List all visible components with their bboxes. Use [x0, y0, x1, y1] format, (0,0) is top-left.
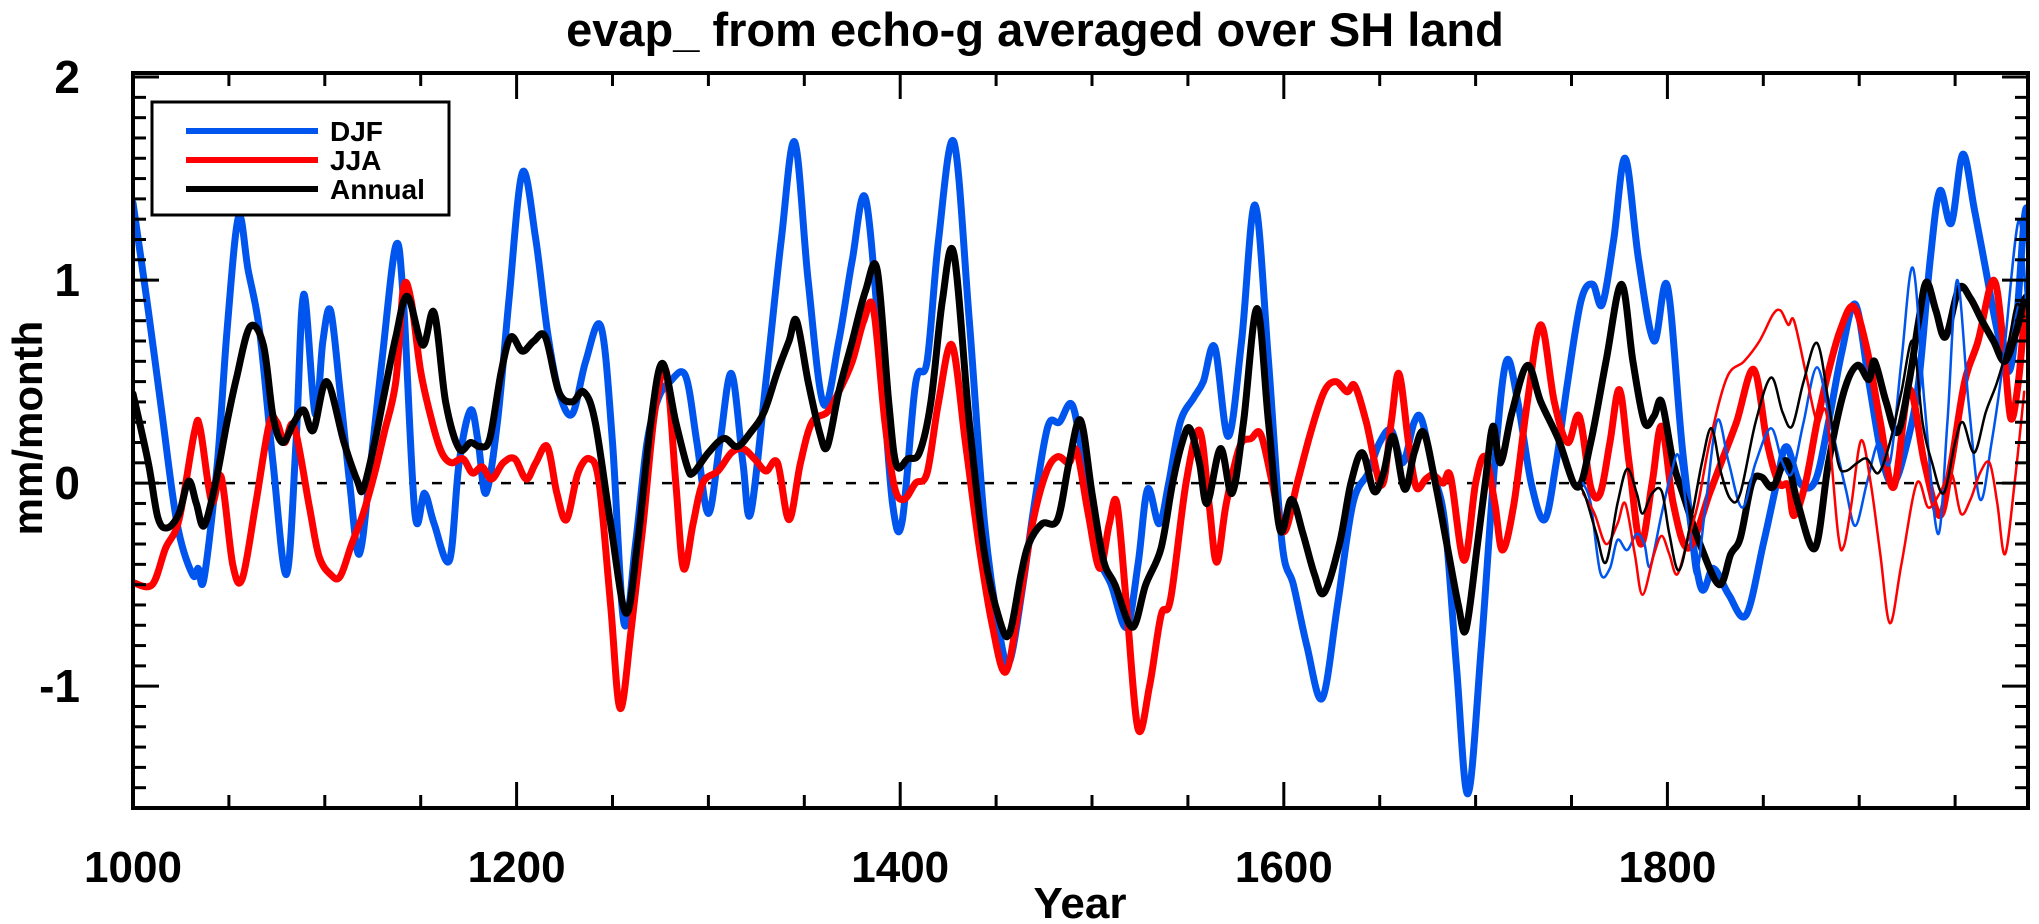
axes-group [131, 71, 2030, 810]
series-path-djf-thin [1581, 219, 2028, 579]
chart-title: evap_ from echo-g averaged over SH land [566, 3, 1504, 56]
plot-frame [131, 71, 2030, 810]
series-path-annual [133, 244, 2028, 641]
legend-label-annual: Annual [330, 174, 425, 205]
series-path-jja [133, 276, 2028, 736]
x-tick-label: 1600 [1235, 843, 1333, 892]
series-path-jja-thin [1581, 308, 2026, 625]
y-tick-label: 2 [54, 51, 80, 103]
y-tick-label: 1 [54, 254, 80, 306]
tick-labels-group: 1000 1200 1400 1600 1800 -1 0 1 2 [39, 51, 1716, 892]
x-axis-title: Year [1034, 879, 1127, 924]
y-tick-label: -1 [39, 660, 80, 712]
x-tick-label: 1200 [468, 843, 566, 892]
series-path-annual-thin [1576, 302, 2026, 572]
y-tick-label: 0 [54, 457, 80, 509]
legend-label-jja: JJA [330, 145, 381, 176]
x-tick-label: 1800 [1618, 843, 1716, 892]
x-tick-label: 1000 [84, 843, 182, 892]
x-tick-label: 1400 [851, 843, 949, 892]
series-group [133, 136, 2028, 798]
legend-label-djf: DJF [330, 116, 383, 147]
y-axis-title: mm/month [4, 321, 51, 536]
